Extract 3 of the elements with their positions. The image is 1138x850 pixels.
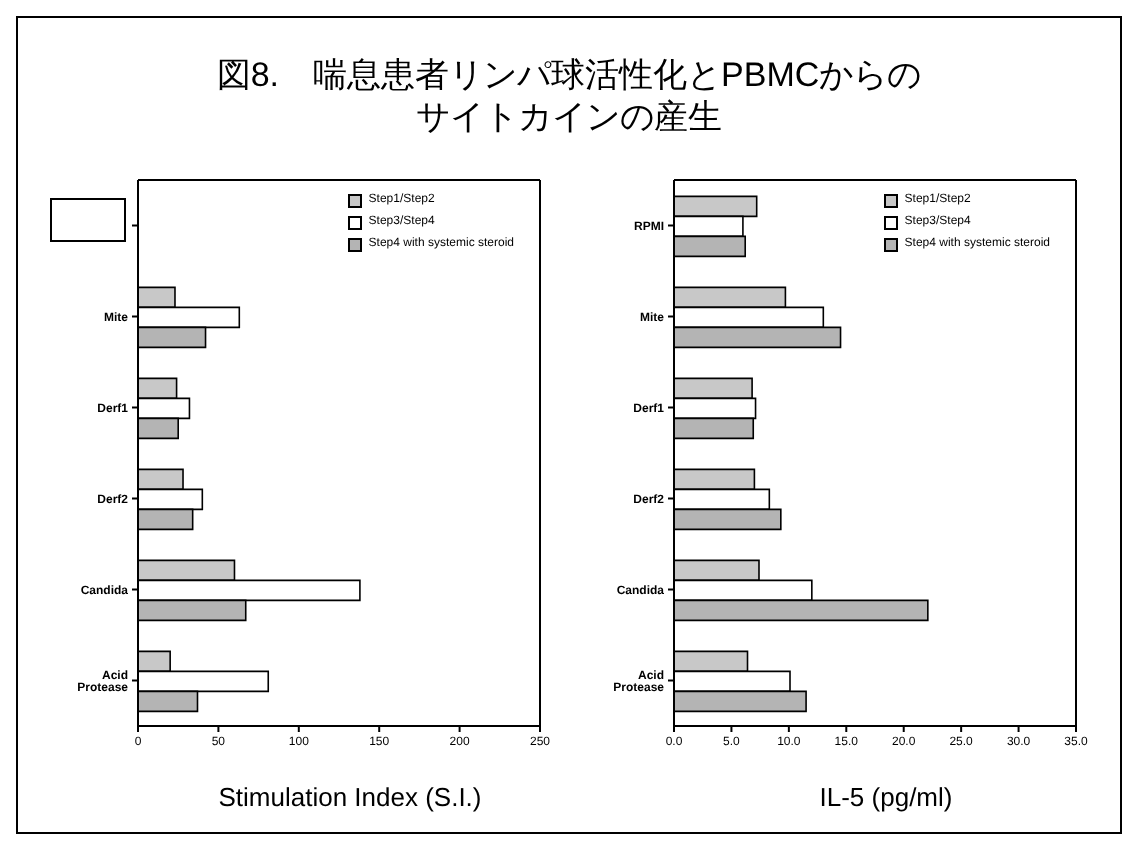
x-axis-title: Stimulation Index (S.I.) <box>216 782 484 812</box>
x-axis-title: IL-5 (pg/ml) <box>817 782 955 812</box>
chart-title: 図8. 喘息患者リンパ球活性化とPBMCからのサイトカインの産生 <box>214 54 924 138</box>
